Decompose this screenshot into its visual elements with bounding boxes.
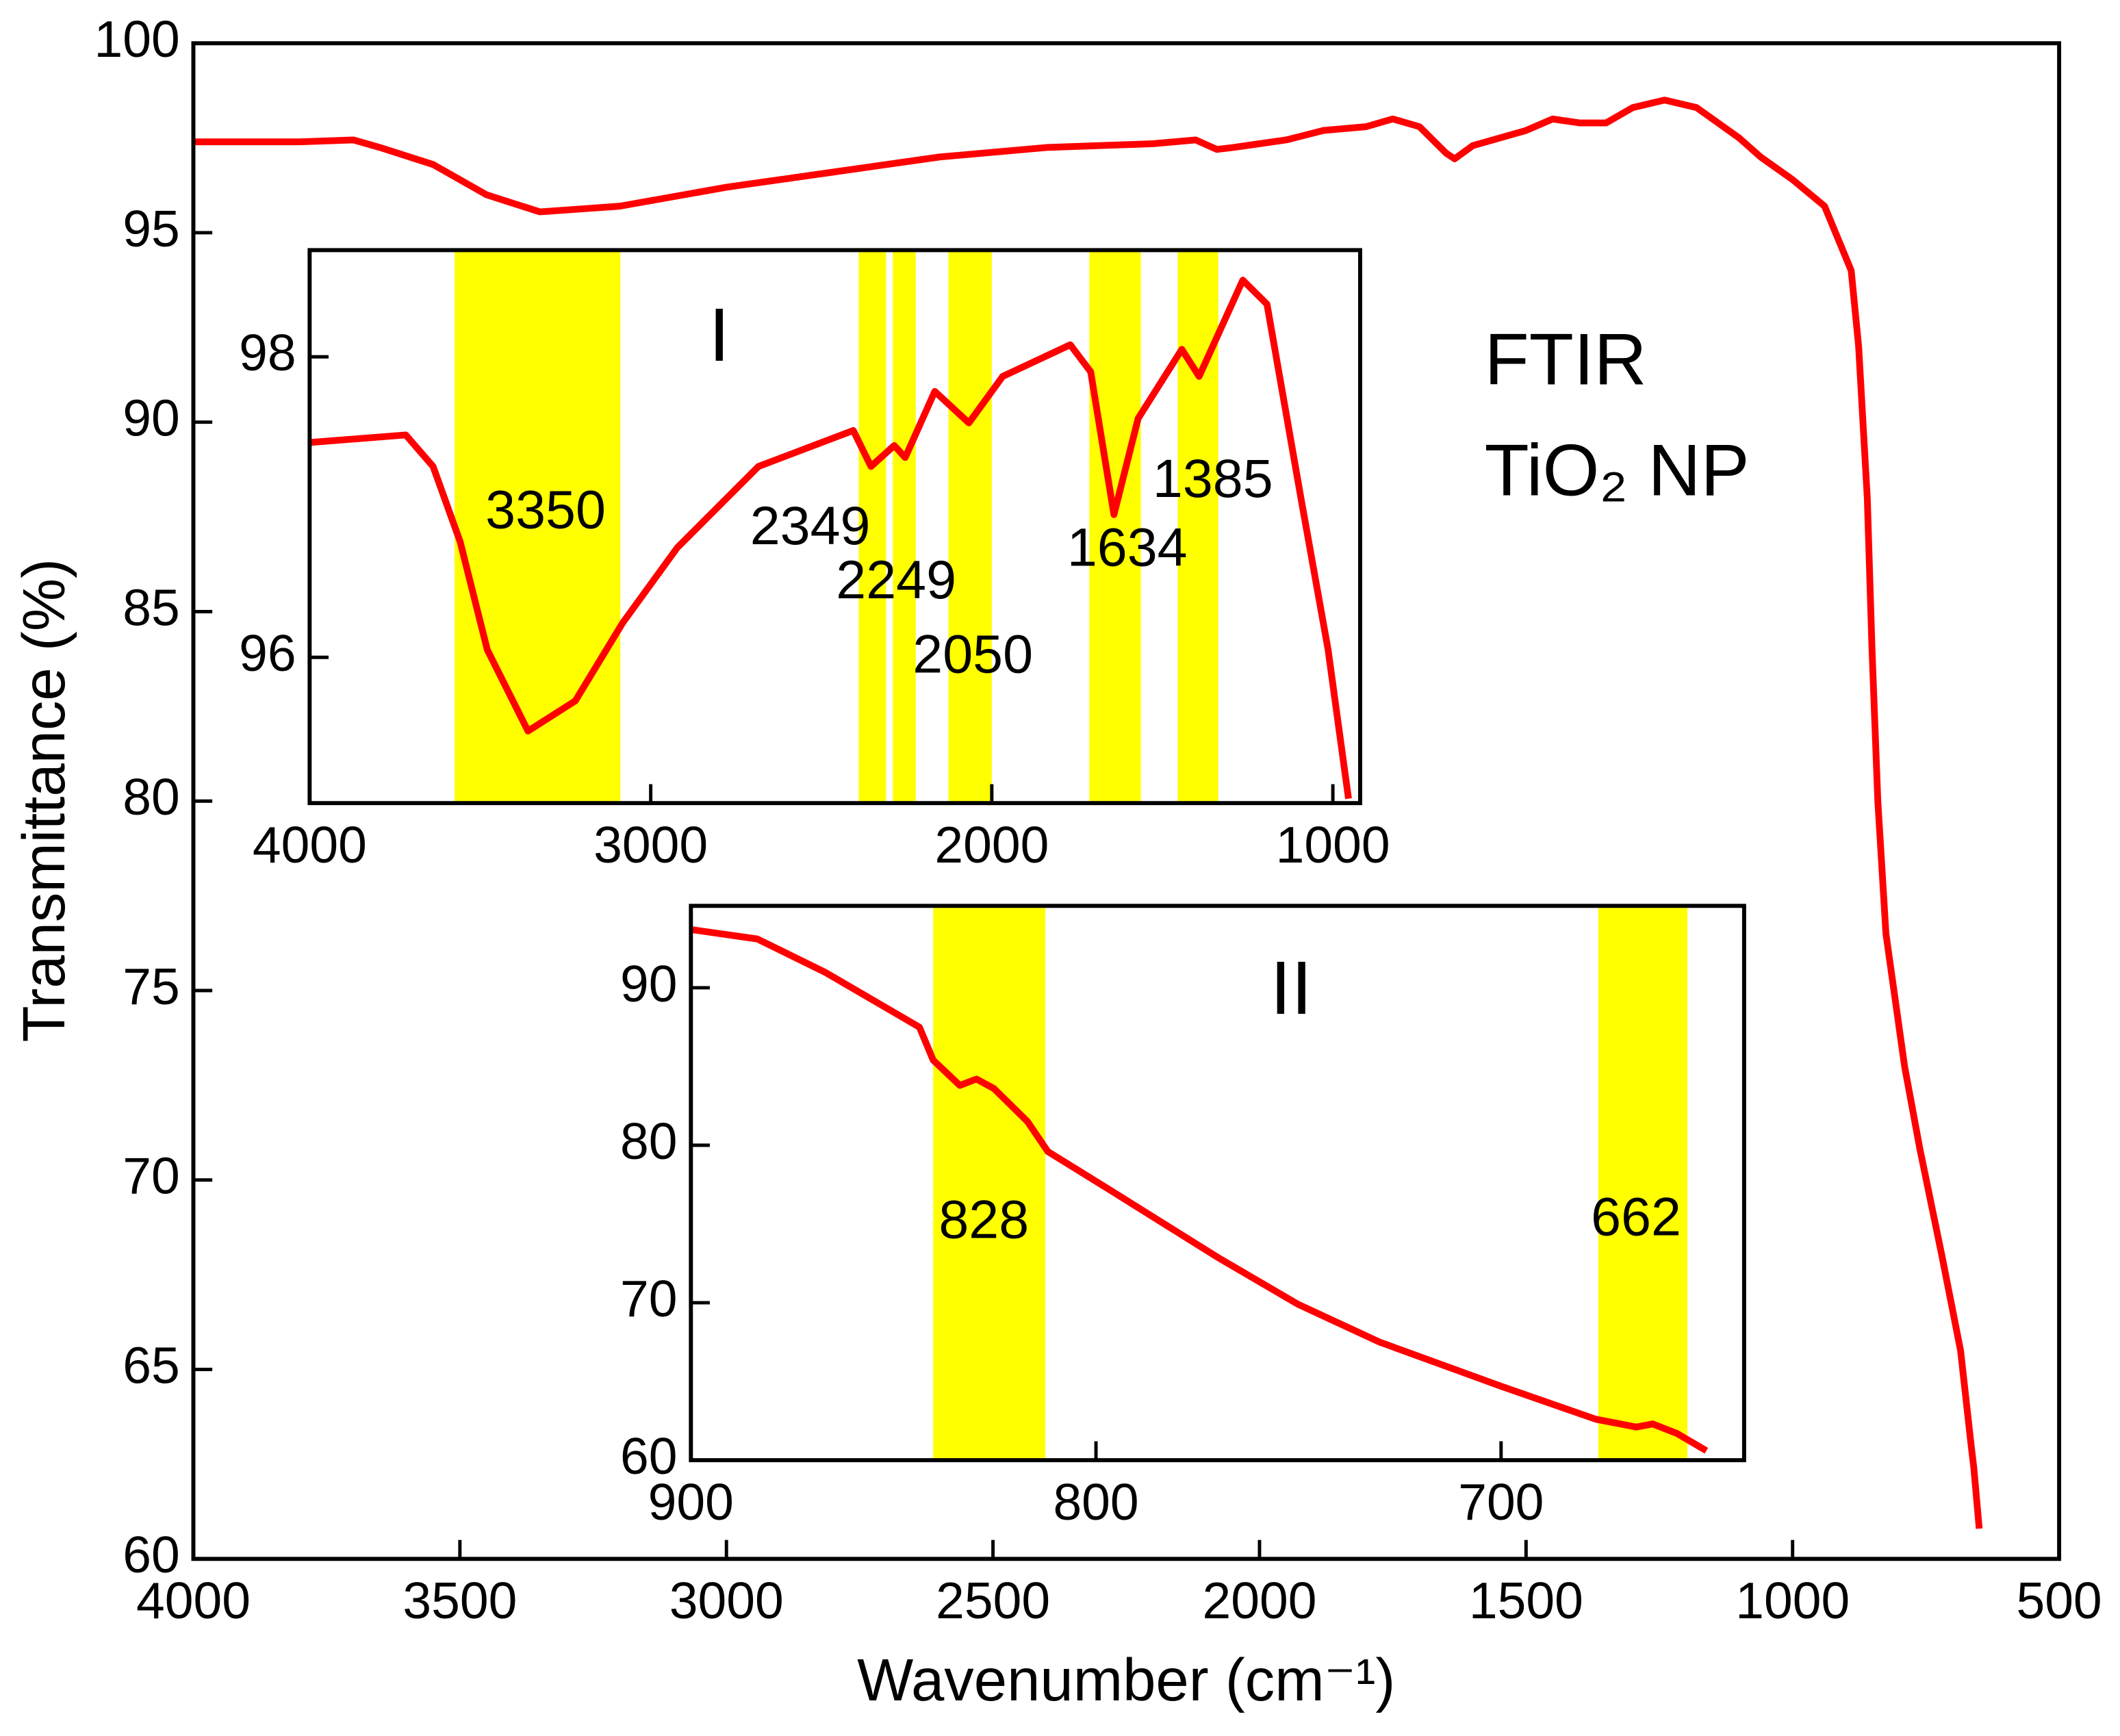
y-tick-label: 80 bbox=[123, 768, 179, 826]
band-label: 1634 bbox=[1067, 517, 1188, 578]
panel-label: I bbox=[708, 293, 730, 377]
frame bbox=[191, 41, 2062, 1561]
band-label: 2349 bbox=[750, 495, 871, 556]
band bbox=[1089, 250, 1141, 804]
data-line bbox=[690, 926, 1709, 1454]
x-tick-label: 4000 bbox=[253, 816, 367, 873]
x-axis-title: Wavenumber (cm⁻¹) bbox=[857, 1647, 1395, 1713]
y-tick-label: 90 bbox=[123, 390, 179, 447]
y-tick-label: 95 bbox=[123, 200, 179, 257]
y-tick-label: 98 bbox=[239, 324, 296, 381]
frame bbox=[689, 904, 1746, 1463]
data-line bbox=[193, 97, 1983, 1529]
x-tick-label: 700 bbox=[1458, 1473, 1544, 1531]
band bbox=[1598, 906, 1688, 1461]
annotation: FTIR bbox=[1485, 318, 1647, 400]
band-label: 1385 bbox=[1153, 448, 1273, 509]
x-tick-label: 1500 bbox=[1469, 1572, 1583, 1629]
x-tick-label: 3000 bbox=[669, 1572, 784, 1629]
x-tick-label: 2000 bbox=[934, 816, 1049, 873]
y-tick-label: 70 bbox=[123, 1147, 179, 1205]
x-tick-label: 800 bbox=[1053, 1473, 1138, 1531]
band-label: 2249 bbox=[836, 549, 956, 610]
y-tick-label: 85 bbox=[123, 578, 179, 636]
band bbox=[933, 906, 1046, 1461]
y-tick-label: 80 bbox=[620, 1112, 677, 1170]
x-tick-label: 2000 bbox=[1202, 1572, 1316, 1629]
annotation: TiO₂ NP bbox=[1485, 429, 1750, 511]
band bbox=[948, 250, 992, 804]
frame bbox=[307, 248, 1362, 806]
band-label: 2050 bbox=[912, 624, 1033, 685]
y-tick-label: 70 bbox=[620, 1270, 677, 1327]
panel-label: II bbox=[1270, 946, 1312, 1030]
x-tick-label: 3000 bbox=[593, 816, 708, 873]
y-tick-label: 60 bbox=[123, 1526, 179, 1583]
x-tick-label: 900 bbox=[648, 1473, 734, 1531]
x-tick-label: 2500 bbox=[936, 1572, 1050, 1629]
y-tick-label: 65 bbox=[123, 1336, 179, 1394]
band bbox=[455, 250, 621, 804]
x-tick-label: 4000 bbox=[136, 1572, 251, 1629]
y-axis-title: Transmittance (%) bbox=[11, 559, 77, 1043]
band bbox=[893, 250, 916, 804]
y-tick-label: 90 bbox=[620, 955, 677, 1012]
y-tick-label: 75 bbox=[123, 958, 179, 1015]
y-tick-label: 60 bbox=[620, 1427, 677, 1485]
x-tick-label: 1000 bbox=[1276, 816, 1390, 873]
band-label: 3350 bbox=[485, 478, 606, 539]
band-label: 662 bbox=[1591, 1186, 1681, 1247]
y-tick-label: 96 bbox=[239, 624, 296, 682]
x-tick-label: 1000 bbox=[1735, 1572, 1850, 1629]
data-line bbox=[309, 277, 1352, 800]
band-label: 828 bbox=[938, 1188, 1029, 1249]
x-tick-label: 3500 bbox=[403, 1572, 517, 1629]
x-tick-label: 500 bbox=[2016, 1572, 2102, 1629]
band bbox=[858, 250, 886, 804]
y-tick-label: 100 bbox=[94, 10, 180, 68]
